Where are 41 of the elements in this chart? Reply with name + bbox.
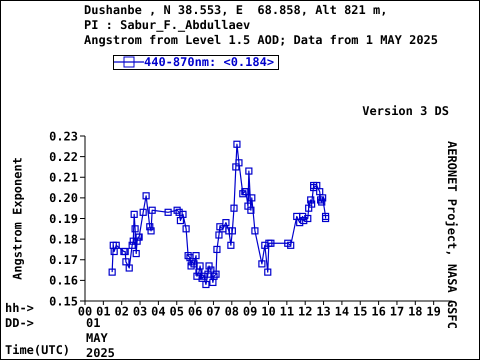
y-tick-label: 0.19 xyxy=(49,212,78,226)
x-tick-label: 11 xyxy=(280,304,294,319)
text: DD-> xyxy=(5,316,34,331)
x-tick-label: 05 xyxy=(170,304,184,319)
text: Version 3 DS xyxy=(362,104,449,119)
x-tick-label: 02 xyxy=(114,304,129,319)
text: 2025 xyxy=(86,346,115,360)
x-tick-label: 19 xyxy=(426,304,441,319)
y-tick-label: 0.21 xyxy=(49,170,78,185)
y-tick-label: 0.20 xyxy=(49,191,78,206)
x-tick-label: 13 xyxy=(316,304,331,319)
legend-label: 440-870nm: <0.184> xyxy=(143,54,274,68)
y-tick-label: 0.16 xyxy=(49,274,78,288)
text: hh-> xyxy=(5,301,34,316)
x-tick-label: 00 xyxy=(78,304,92,319)
x-tick-label: 04 xyxy=(151,304,166,319)
y-tick-label: 0.15 xyxy=(49,294,78,308)
x-tick-label: 09 xyxy=(242,304,258,319)
x-tick-label: 15 xyxy=(353,304,368,319)
x-tick-label: 18 xyxy=(408,304,423,319)
x-tick-label: 07 xyxy=(206,304,221,319)
x-tick-label: 08 xyxy=(224,304,240,319)
y-axis-title: Angstrom Exponent xyxy=(10,157,24,280)
x-tick-label: 01 xyxy=(96,304,111,319)
x-tick-label: 17 xyxy=(390,304,404,319)
x-tick-label: 16 xyxy=(371,304,386,319)
text: 01 xyxy=(86,316,100,331)
y-tick-label: 0.22 xyxy=(49,150,78,164)
chart-subtitle: PI : Sabur_F._Abdullaev Angstrom from Level 1.5 AOD; Data from 1 MAY 2025 xyxy=(84,18,438,48)
x-tick-label: 06 xyxy=(188,304,202,319)
y-tick-label: 0.17 xyxy=(49,253,78,268)
annotation: AERONET Project, NASA GSFC xyxy=(444,141,459,329)
x-tick-label: 03 xyxy=(132,304,148,319)
x-tick-label: 10 xyxy=(261,304,276,319)
y-tick-label: 0.18 xyxy=(49,232,78,246)
x-axis-title: Time(UTC) xyxy=(5,343,70,358)
x-tick-label: 12 xyxy=(298,304,312,319)
y-tick-label: 0.23 xyxy=(49,129,78,144)
text: MAY xyxy=(86,331,108,346)
chart-title: Dushanbe , N 38.553, E 68.858, Alt 821 m, xyxy=(84,3,388,18)
x-tick-label: 14 xyxy=(334,304,350,319)
